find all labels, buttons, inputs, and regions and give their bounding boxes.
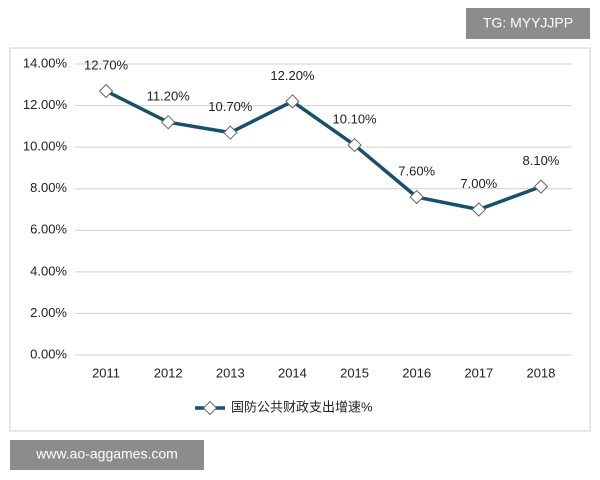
data-label: 8.10%	[523, 153, 560, 168]
x-tick-label: 2015	[340, 365, 369, 380]
chart-frame	[9, 47, 591, 432]
y-tick-label: 8.00%	[30, 180, 67, 195]
watermark-box	[10, 440, 204, 470]
x-tick-label: 2012	[154, 365, 183, 380]
marker	[285, 94, 300, 109]
marker	[533, 179, 549, 194]
data-label: 7.60%	[398, 163, 435, 178]
data-label: 12.70%	[84, 57, 129, 72]
y-tick-label: 4.00%	[30, 263, 67, 278]
legend-label: 国防公共财政支出增速%	[231, 399, 373, 414]
x-tick-label: 2017	[464, 365, 493, 380]
x-tick-label: 2014	[278, 365, 307, 380]
watermark-box	[466, 8, 590, 39]
marker	[347, 137, 362, 153]
x-tick-label: 2018	[526, 365, 555, 380]
y-tick-label: 6.00%	[30, 222, 67, 237]
y-tick-label: 0.00%	[30, 346, 67, 361]
y-tick-label: 14.00%	[23, 55, 68, 70]
data-label: 10.70%	[208, 99, 253, 114]
marker	[471, 202, 487, 217]
marker	[223, 125, 238, 140]
watermark: www.ao-aggames.com	[35, 446, 178, 462]
x-tick-label: 2016	[402, 365, 431, 380]
data-label: 12.20%	[270, 68, 315, 83]
data-label: 7.00%	[460, 176, 497, 191]
y-tick-label: 2.00%	[30, 305, 67, 320]
x-tick-label: 2011	[92, 365, 120, 380]
y-tick-label: 10.00%	[23, 139, 68, 154]
marker	[98, 83, 114, 99]
marker	[160, 114, 176, 130]
legend-marker	[202, 400, 218, 416]
data-label: 10.10%	[333, 112, 378, 127]
line	[105, 89, 542, 212]
y-tick-label: 12.00%	[23, 97, 68, 112]
watermark: TG: MYYJJPP	[483, 15, 573, 31]
data-label: 11.20%	[147, 89, 191, 104]
x-tick-label: 2013	[216, 365, 245, 380]
marker	[409, 189, 424, 205]
